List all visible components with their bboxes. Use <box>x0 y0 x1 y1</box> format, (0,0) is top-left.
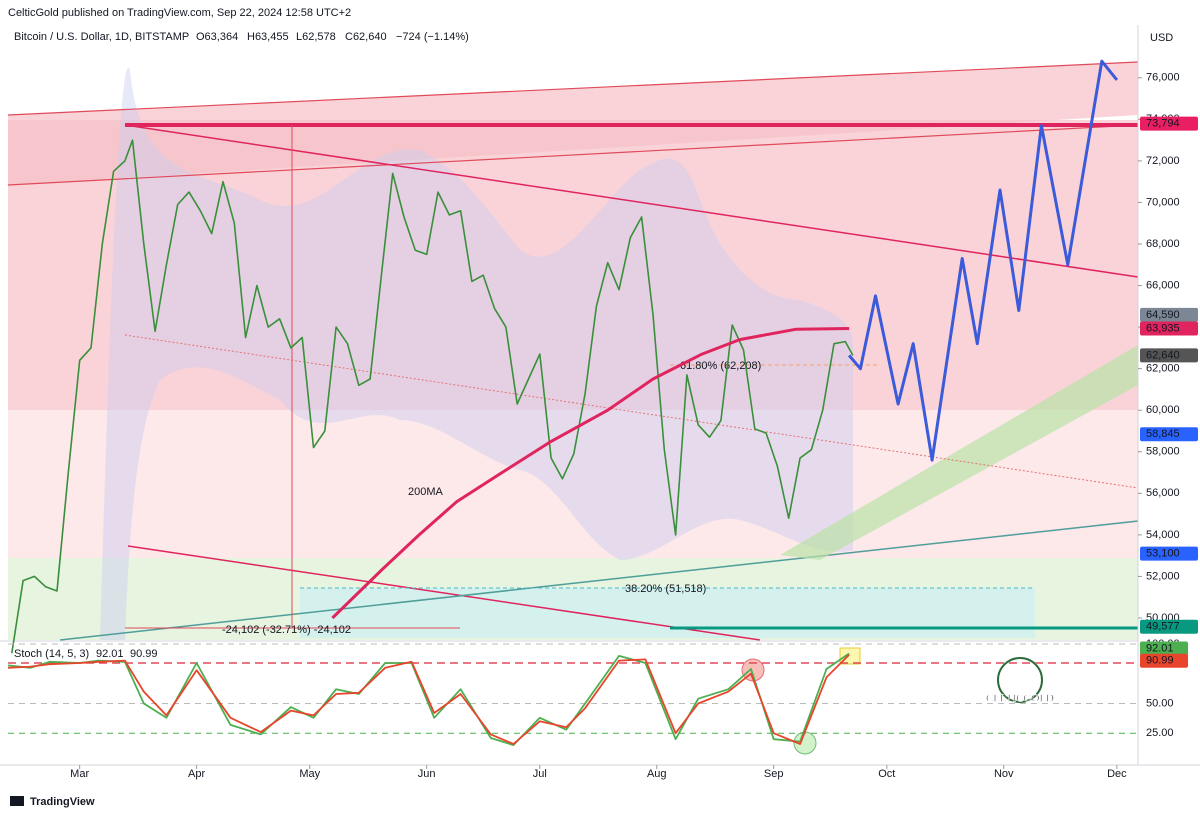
series-line <box>11 139 854 654</box>
price-label-box <box>1140 348 1198 363</box>
x-tick-label: Jul <box>533 768 547 780</box>
ohlc-close: C62,640 <box>345 31 387 43</box>
y-tick-label: 52,000 <box>1146 570 1180 582</box>
x-tick-label: Sep <box>764 768 784 780</box>
ma-label: 200MA <box>408 486 444 498</box>
y-tick-label: 50.00 <box>1146 697 1174 709</box>
y-tick-label: 66,000 <box>1146 279 1180 291</box>
currency: USD <box>1150 32 1173 44</box>
x-tick-label: Dec <box>1107 768 1127 780</box>
last-value-label: 90.99 <box>1146 655 1174 667</box>
y-tick-label: 56,000 <box>1146 487 1180 499</box>
series-line <box>847 59 1119 462</box>
price-label-box <box>1140 116 1198 131</box>
last-value-box <box>1140 653 1188 668</box>
price-label-box <box>1140 546 1198 561</box>
fib-618-label: 61.80% (62,208) <box>680 360 761 372</box>
brand-icon <box>10 796 24 806</box>
y-tick-label: 68,000 <box>1146 238 1180 250</box>
ohlc-high: H63,455 <box>247 31 289 43</box>
y-tick-label: 60,000 <box>1146 404 1180 416</box>
downtrend-line <box>124 124 1139 278</box>
x-tick-label: Oct <box>878 768 895 780</box>
price-label: 53,100 <box>1146 547 1180 559</box>
lower-channel-line <box>127 545 761 641</box>
price-label-box <box>1140 427 1198 442</box>
channel-line <box>7 124 1139 186</box>
stoch-title: Stoch (14, 5, 3) <box>14 648 89 660</box>
series-line <box>7 654 850 745</box>
x-tick-label: May <box>299 768 320 780</box>
logo: CELTICGOLD <box>986 657 1054 705</box>
last-value-label: 92.01 <box>1146 642 1174 654</box>
symbol: Bitcoin / U.S. Dollar, 1D, BITSTAMP <box>14 31 189 43</box>
y-tick-label: 70,000 <box>1146 196 1180 208</box>
logo-text: CELTICGOLD <box>986 693 1054 705</box>
price-label: 62,640 <box>1146 349 1180 361</box>
x-tick-label: Nov <box>994 768 1014 780</box>
x-tick-label: Mar <box>70 768 89 780</box>
price-label-box <box>1140 307 1198 322</box>
series-line <box>7 652 850 746</box>
y-tick-label: 58,000 <box>1146 446 1180 458</box>
y-tick-label: 76,000 <box>1146 72 1180 84</box>
price-label: 73,794 <box>1146 118 1180 130</box>
price-label: 63,935 <box>1146 322 1180 334</box>
measure-label: -24,102 (-32.71%) -24,102 <box>222 624 351 636</box>
channel-top <box>7 61 1139 116</box>
ohlc-open: O63,364 <box>196 31 238 43</box>
fib-382-label: 38.20% (51,518) <box>625 583 706 595</box>
last-value-box <box>1140 641 1188 656</box>
price-label-box <box>1140 619 1198 634</box>
y-tick-label: 62,000 <box>1146 363 1180 375</box>
x-tick-label: Aug <box>647 768 667 780</box>
bollinger-cloud <box>100 67 853 640</box>
series-line <box>331 327 850 620</box>
legend-entry: 90.99 <box>130 648 158 660</box>
ohlc-low: L62,578 <box>296 31 336 43</box>
price-label-box <box>1140 321 1198 336</box>
uptrend-line <box>59 520 1139 641</box>
price-label: 64,590 <box>1146 309 1180 321</box>
x-tick-label: Apr <box>188 768 205 780</box>
ohlc-change: −724 (−1.14%) <box>396 31 469 43</box>
fib-zone <box>300 588 1035 638</box>
y-tick-label: 25.00 <box>1146 727 1174 739</box>
price-label: 58,845 <box>1146 428 1180 440</box>
price-label: 49,577 <box>1146 621 1180 633</box>
legend-entry: 92.01 <box>96 648 124 660</box>
brand: TradingView <box>30 796 95 808</box>
y-tick-label: 54,000 <box>1146 529 1180 541</box>
publisher: CelticGold published on TradingView.com,… <box>8 7 351 19</box>
uptrend-band <box>780 345 1138 560</box>
logo-knot <box>997 657 1043 703</box>
y-tick-label: 72,000 <box>1146 155 1180 167</box>
x-tick-label: Jun <box>418 768 436 780</box>
midline <box>124 334 1139 489</box>
